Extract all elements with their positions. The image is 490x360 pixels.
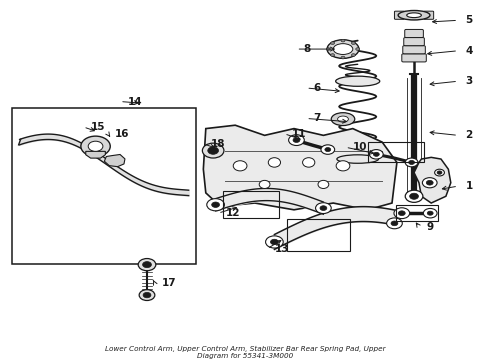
Ellipse shape — [331, 113, 355, 126]
Circle shape — [320, 206, 327, 211]
Ellipse shape — [336, 161, 350, 171]
Circle shape — [435, 169, 444, 176]
FancyBboxPatch shape — [405, 30, 423, 37]
Bar — [223, 191, 279, 218]
Circle shape — [289, 135, 304, 145]
Ellipse shape — [269, 158, 280, 167]
Ellipse shape — [327, 40, 359, 58]
Circle shape — [369, 149, 383, 159]
Circle shape — [143, 262, 151, 268]
Circle shape — [88, 141, 103, 151]
Circle shape — [410, 193, 418, 199]
Circle shape — [331, 54, 335, 57]
Ellipse shape — [233, 161, 247, 171]
Text: 11: 11 — [292, 129, 306, 139]
Text: 4: 4 — [466, 46, 473, 56]
Circle shape — [391, 221, 398, 226]
Ellipse shape — [318, 180, 329, 189]
Circle shape — [321, 145, 335, 154]
Text: 12: 12 — [225, 208, 240, 218]
Polygon shape — [104, 154, 125, 167]
Polygon shape — [203, 125, 397, 210]
Text: 16: 16 — [115, 129, 130, 139]
Circle shape — [356, 48, 360, 50]
Ellipse shape — [259, 180, 270, 189]
Circle shape — [212, 202, 220, 207]
Circle shape — [426, 180, 433, 185]
Circle shape — [266, 236, 283, 248]
Circle shape — [202, 143, 224, 158]
FancyBboxPatch shape — [394, 11, 404, 19]
FancyBboxPatch shape — [424, 11, 434, 19]
Bar — [396, 206, 438, 221]
Circle shape — [373, 152, 379, 156]
Bar — [12, 108, 196, 264]
Text: 1: 1 — [466, 181, 473, 191]
Circle shape — [422, 177, 437, 188]
Ellipse shape — [398, 10, 430, 20]
Circle shape — [405, 158, 418, 167]
Circle shape — [405, 190, 423, 202]
Ellipse shape — [336, 76, 380, 86]
Text: 15: 15 — [91, 122, 105, 132]
Text: 9: 9 — [426, 222, 434, 232]
Circle shape — [293, 138, 300, 143]
FancyBboxPatch shape — [404, 37, 424, 46]
Circle shape — [138, 258, 156, 271]
Circle shape — [437, 171, 442, 174]
Ellipse shape — [303, 158, 315, 167]
Ellipse shape — [333, 44, 353, 54]
Bar — [368, 142, 424, 162]
Polygon shape — [86, 151, 105, 158]
Circle shape — [387, 218, 402, 229]
Ellipse shape — [338, 116, 348, 122]
Circle shape — [423, 208, 437, 218]
Ellipse shape — [337, 155, 378, 163]
Circle shape — [207, 199, 224, 211]
Text: 7: 7 — [314, 113, 321, 123]
Text: 8: 8 — [304, 44, 311, 54]
Circle shape — [351, 42, 355, 44]
Circle shape — [325, 148, 331, 152]
Text: 3: 3 — [466, 76, 473, 86]
Text: Lower Control Arm, Upper Control Arm, Stabilizer Bar Rear Spring Pad, Upper
Diag: Lower Control Arm, Upper Control Arm, St… — [105, 346, 385, 359]
Text: 17: 17 — [162, 278, 176, 288]
Text: 18: 18 — [211, 139, 225, 149]
Circle shape — [409, 161, 415, 165]
Circle shape — [341, 56, 345, 59]
Circle shape — [331, 42, 335, 44]
Circle shape — [326, 48, 330, 50]
Circle shape — [351, 54, 355, 57]
Circle shape — [143, 292, 151, 298]
Polygon shape — [414, 157, 451, 203]
FancyBboxPatch shape — [403, 46, 425, 54]
Circle shape — [81, 136, 110, 157]
Circle shape — [270, 239, 278, 245]
Circle shape — [341, 39, 345, 42]
Circle shape — [394, 208, 410, 219]
FancyBboxPatch shape — [402, 54, 426, 62]
Text: 5: 5 — [466, 15, 473, 25]
Circle shape — [316, 203, 331, 213]
Text: 13: 13 — [274, 244, 289, 254]
Bar — [287, 219, 350, 251]
Text: 10: 10 — [353, 142, 368, 152]
Text: 6: 6 — [314, 83, 321, 93]
Text: 14: 14 — [127, 96, 142, 107]
Circle shape — [139, 290, 155, 301]
Circle shape — [427, 211, 433, 215]
Ellipse shape — [407, 13, 421, 18]
Text: 2: 2 — [466, 130, 473, 140]
Circle shape — [208, 147, 219, 154]
Circle shape — [398, 211, 405, 216]
